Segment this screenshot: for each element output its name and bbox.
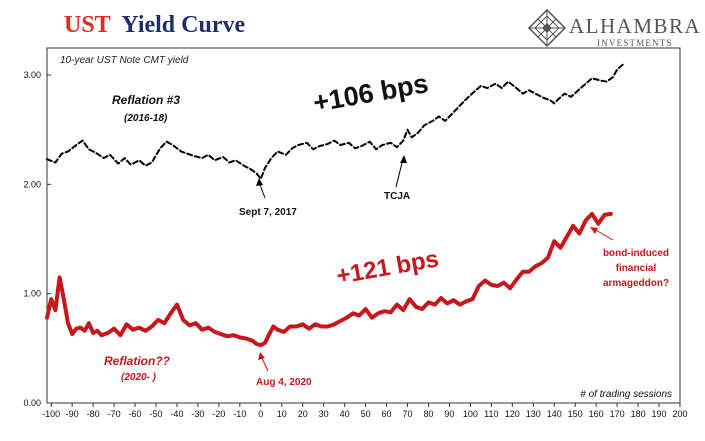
x-tick-label: 10 xyxy=(277,409,287,419)
y-tick-label: 2.00 xyxy=(23,179,41,189)
x-tick-label: 110 xyxy=(484,409,498,419)
annotation-armageddon-1: bond-induced xyxy=(603,248,669,259)
y-tick-label: 3.00 xyxy=(23,70,41,80)
title-ust: UST xyxy=(64,12,111,38)
annotation-reflation-q: Reflation?? xyxy=(104,354,171,368)
aug4-arrow xyxy=(258,352,269,372)
x-tick-label: -100 xyxy=(42,409,60,419)
x-tick-label: 100 xyxy=(463,409,478,419)
x-tick-label: 170 xyxy=(610,409,625,419)
tcja-arrow xyxy=(395,155,407,188)
x-axis: -100 -90 -80 -70 -60 -50 -40 -30 -20 -10 0 10 20 30 40… xyxy=(42,403,688,419)
logo-sub: INVESTMENTS xyxy=(597,38,673,48)
x-tick-label: 20 xyxy=(298,409,308,419)
annotation-reflation-q-years: (2020- ) xyxy=(121,372,157,383)
x-tick-label: 190 xyxy=(652,409,667,419)
x-tick-label: -30 xyxy=(191,409,204,419)
x-tick-label: -40 xyxy=(170,409,183,419)
x-axis-label: # of trading sessions xyxy=(580,389,672,400)
x-tick-label: -70 xyxy=(108,409,121,419)
y-tick-label: 0.00 xyxy=(23,398,41,408)
annotation-121-bps: +121 bps xyxy=(334,245,441,290)
diamond-lattice-icon xyxy=(527,8,567,48)
plot-frame xyxy=(46,47,681,404)
annotation-reflation3-years: (2016-18) xyxy=(124,113,168,124)
series-layer xyxy=(45,63,625,348)
x-tick-label: 50 xyxy=(361,409,371,419)
x-tick-label: 0 xyxy=(258,409,263,419)
title-yield-curve: Yield Curve xyxy=(121,12,245,38)
armageddon-arrow xyxy=(590,227,614,241)
x-tick-label: 30 xyxy=(319,409,329,419)
chart-title: UST Yield Curve xyxy=(64,12,245,38)
alhambra-logo: ALHAMBRA INVESTMENTS xyxy=(527,8,701,48)
x-tick-label: -20 xyxy=(212,409,225,419)
x-tick-label: 140 xyxy=(547,409,562,419)
x-tick-label: 160 xyxy=(589,409,604,419)
y-tick-label: 1.00 xyxy=(23,289,41,299)
chart-subtitle: 10-year UST Note CMT yield xyxy=(60,55,189,66)
x-tick-label: 40 xyxy=(340,409,350,419)
sept7-arrow xyxy=(256,178,266,199)
annotation-sept7: Sept 7, 2017 xyxy=(239,207,297,218)
x-tick-label: -10 xyxy=(233,409,246,419)
x-tick-label: -90 xyxy=(66,409,79,419)
annotation-tcja: TCJA xyxy=(384,191,410,202)
annotation-reflation3: Reflation #3 xyxy=(112,93,180,107)
annotation-armageddon-3: armageddon? xyxy=(603,278,669,289)
x-tick-label: 80 xyxy=(423,409,433,419)
x-tick-label: 130 xyxy=(526,409,541,419)
x-tick-label: 200 xyxy=(672,409,687,419)
x-tick-label: -50 xyxy=(149,409,162,419)
annotation-106-bps: +106 bps xyxy=(311,68,431,118)
annotation-aug4: Aug 4, 2020 xyxy=(256,377,312,388)
y-axis: 0.00 1.00 2.00 3.00 xyxy=(23,70,51,408)
x-tick-label: -80 xyxy=(87,409,100,419)
x-tick-label: 60 xyxy=(382,409,392,419)
x-tick-label: 180 xyxy=(631,409,646,419)
series-line-black-dashed xyxy=(46,63,625,180)
x-tick-label: 150 xyxy=(568,409,583,419)
series-line-red xyxy=(45,211,613,348)
annotation-armageddon-2: financial xyxy=(616,263,657,274)
x-tick-label: -60 xyxy=(129,409,142,419)
logo-name: ALHAMBRA xyxy=(569,14,701,38)
x-tick-label: 90 xyxy=(444,409,454,419)
x-tick-label: 120 xyxy=(505,409,520,419)
x-tick-label: 70 xyxy=(403,409,413,419)
